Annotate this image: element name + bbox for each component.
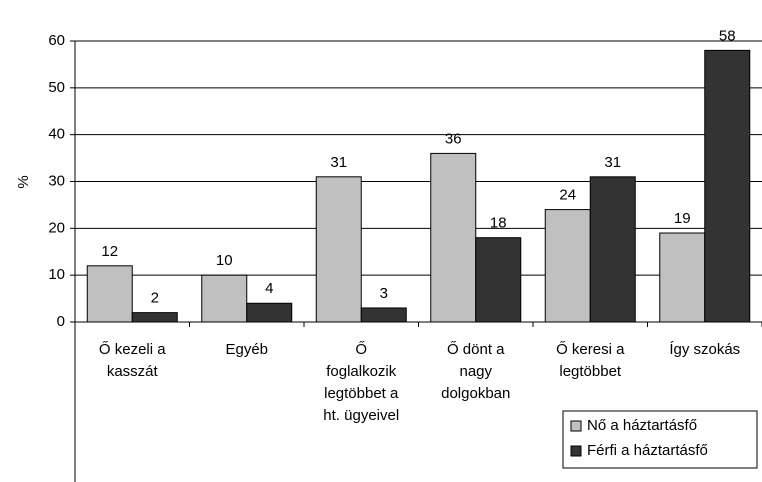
value-label: 31 (604, 154, 621, 171)
y-tick-label: 50 (48, 79, 65, 96)
value-label: 18 (490, 215, 507, 232)
legend-label: Nő a háztartásfő (587, 417, 697, 434)
value-label: 31 (330, 154, 347, 171)
y-tick-label: 0 (57, 313, 65, 330)
value-label: 3 (380, 285, 388, 302)
value-label: 36 (445, 130, 462, 147)
value-label: 58 (719, 27, 736, 44)
legend-swatch (570, 445, 582, 457)
bar (430, 152, 477, 323)
bar (201, 274, 248, 323)
x-tick-label: Így szokás (669, 341, 740, 358)
y-axis-label: % (15, 175, 32, 188)
bar (246, 302, 293, 323)
bar (315, 176, 362, 323)
legend-label: Férfi a háztartásfő (587, 442, 708, 459)
value-label: 19 (674, 210, 691, 227)
x-tick-label: Ő dönt a nagy dolgokban (441, 341, 510, 402)
bar (589, 176, 636, 323)
bar (131, 312, 178, 323)
bar (659, 232, 706, 323)
legend-box (562, 410, 758, 469)
bar (475, 237, 522, 323)
value-label: 10 (216, 252, 233, 269)
y-tick-label: 40 (48, 126, 65, 143)
x-tick-label: Ő kezeli a kasszát (99, 341, 166, 380)
x-tick-label: Ő keresi a legtöbbet (556, 341, 625, 380)
y-tick-label: 30 (48, 172, 65, 189)
bar (544, 209, 591, 323)
legend-swatch (570, 420, 582, 432)
y-tick-label: 20 (48, 219, 65, 236)
bar (360, 307, 407, 323)
value-label: 12 (101, 243, 118, 260)
value-label: 4 (265, 280, 273, 297)
y-tick-label: 60 (48, 32, 65, 49)
bar (86, 265, 133, 323)
value-label: 2 (151, 290, 159, 307)
x-tick-label: Egyéb (225, 341, 268, 358)
value-label: 24 (559, 187, 576, 204)
y-tick-label: 10 (48, 266, 65, 283)
bar (704, 49, 751, 323)
